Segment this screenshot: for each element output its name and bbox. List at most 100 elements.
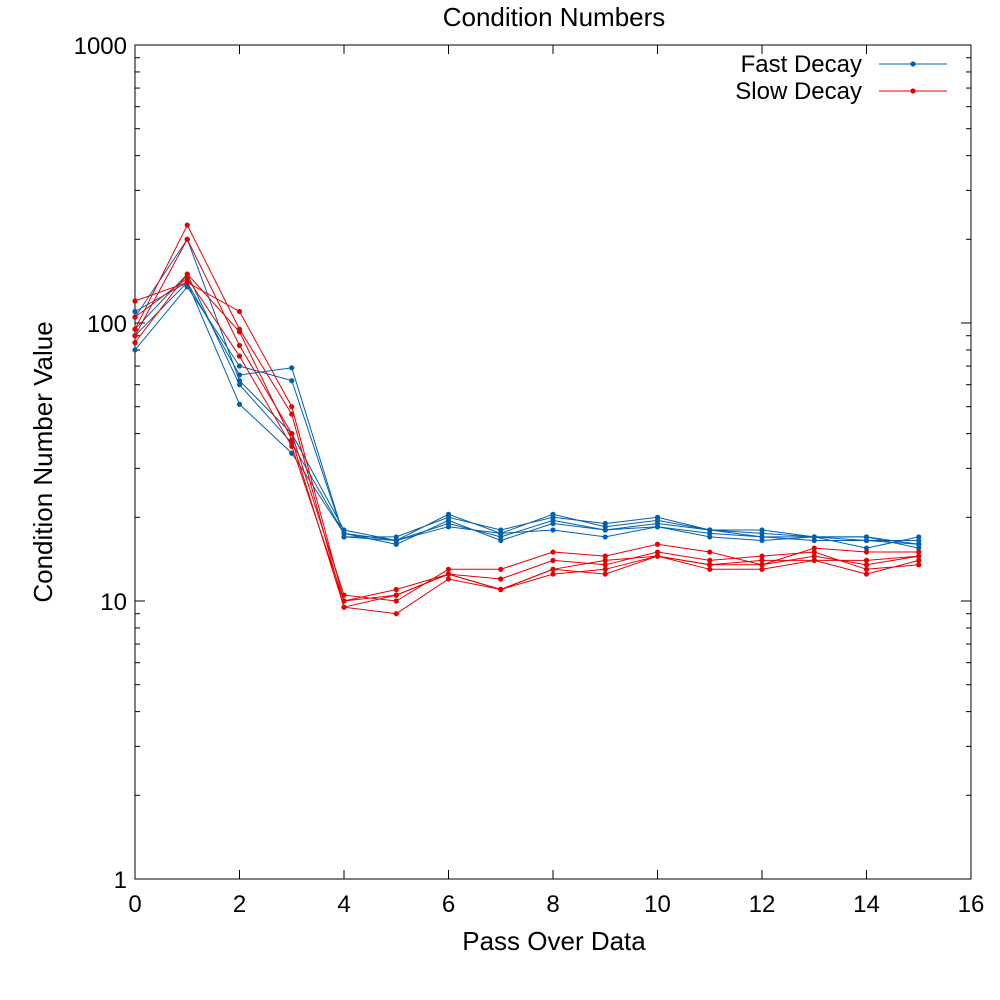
data-point <box>184 222 190 228</box>
series-line-8 <box>134 238 919 602</box>
data-point <box>654 541 661 547</box>
data-point <box>863 566 870 572</box>
data-point <box>289 437 295 443</box>
data-point <box>289 404 295 410</box>
data-point <box>184 275 190 281</box>
data-point <box>707 530 713 537</box>
data-point <box>654 553 661 559</box>
data-point <box>341 598 347 604</box>
data-point <box>550 571 556 577</box>
data-point <box>811 545 817 551</box>
x-tick-label: 16 <box>958 891 985 918</box>
data-point <box>393 611 399 617</box>
x-axis-label: Pass Over Data <box>462 926 646 956</box>
series-line-2 <box>134 281 919 549</box>
data-point <box>132 333 138 339</box>
x-tick-label: 12 <box>749 891 776 918</box>
data-point <box>393 598 399 604</box>
data-point <box>654 549 661 555</box>
series-line-1 <box>134 285 919 545</box>
data-point <box>811 549 817 555</box>
data-point <box>445 576 452 582</box>
data-point <box>863 557 870 563</box>
data-point <box>184 236 190 242</box>
data-point <box>236 363 243 369</box>
data-point <box>916 541 922 547</box>
legend-label: Slow Decay <box>735 78 862 105</box>
data-point <box>811 534 817 540</box>
data-point <box>759 566 765 572</box>
data-point <box>759 557 765 563</box>
data-point <box>550 557 556 563</box>
chart-title: Condition Numbers <box>443 2 666 32</box>
data-point <box>132 298 138 304</box>
data-point <box>289 443 295 449</box>
data-point <box>759 537 765 544</box>
data-point <box>341 530 347 537</box>
data-point <box>289 431 295 437</box>
y-axis-label: Condition Number Value <box>28 321 58 602</box>
data-point <box>707 549 713 555</box>
data-point <box>289 365 295 371</box>
data-point <box>236 401 243 407</box>
data-point <box>916 553 922 559</box>
data-point <box>602 534 608 540</box>
data-point <box>550 549 556 555</box>
legend-label: Fast Decay <box>741 51 862 78</box>
series-line-4 <box>134 281 919 545</box>
data-point <box>602 553 608 559</box>
data-point <box>654 524 661 530</box>
series-line-7 <box>134 223 919 615</box>
x-tick-label: 10 <box>644 891 671 918</box>
data-point <box>236 382 243 388</box>
axes: 0 2 4 6 8 10 12 14 16 1 10 100 1000 <box>74 33 985 918</box>
data-point <box>759 534 765 540</box>
data-point <box>550 527 556 533</box>
data-point <box>498 586 504 593</box>
data-point <box>916 562 922 568</box>
data-point <box>811 557 817 563</box>
data-point <box>863 571 870 577</box>
data-point <box>602 562 608 568</box>
data-point <box>498 566 504 572</box>
data-point <box>916 537 922 544</box>
data-point <box>707 562 713 568</box>
data-point <box>811 553 817 559</box>
data-point <box>863 545 870 551</box>
data-point <box>498 537 504 544</box>
data-point <box>602 527 608 533</box>
data-point <box>341 604 347 610</box>
data-point <box>602 571 608 577</box>
data-point <box>863 534 870 540</box>
data-point <box>289 411 295 417</box>
data-point <box>445 566 452 572</box>
data-point <box>184 271 190 277</box>
data-point <box>550 520 556 527</box>
data-point <box>132 314 138 320</box>
series-lines <box>132 222 922 617</box>
data-point <box>707 566 713 572</box>
legend-marker <box>910 88 916 94</box>
data-point <box>707 557 713 563</box>
y-tick-label: 10 <box>100 589 127 616</box>
data-point <box>236 372 243 378</box>
data-point <box>184 279 190 285</box>
data-point <box>393 541 399 547</box>
data-point <box>602 557 608 563</box>
y-tick-label: 1000 <box>74 33 127 60</box>
data-point <box>445 571 452 577</box>
data-point <box>132 340 138 346</box>
x-tick-label: 6 <box>442 891 455 918</box>
data-point <box>393 592 399 598</box>
x-tick-label: 14 <box>853 891 880 918</box>
data-point <box>132 347 138 353</box>
data-point <box>132 326 138 332</box>
data-point <box>236 308 243 315</box>
y-tick-label: 1 <box>114 867 127 894</box>
data-point <box>445 511 452 517</box>
data-point <box>550 566 556 572</box>
data-point <box>393 537 399 544</box>
series-line-9 <box>134 273 919 608</box>
data-point <box>236 329 243 335</box>
